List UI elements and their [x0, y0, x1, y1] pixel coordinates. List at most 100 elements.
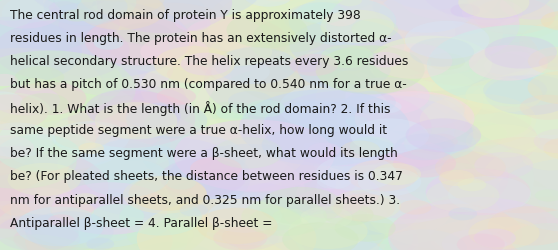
Circle shape	[474, 152, 533, 179]
Circle shape	[511, 223, 558, 250]
Circle shape	[479, 196, 558, 250]
Circle shape	[0, 149, 165, 238]
Circle shape	[290, 20, 405, 72]
Circle shape	[30, 186, 208, 250]
Circle shape	[466, 125, 540, 158]
Circle shape	[53, 104, 192, 166]
Circle shape	[0, 74, 18, 87]
Circle shape	[288, 0, 396, 46]
Circle shape	[352, 191, 450, 235]
Circle shape	[427, 54, 465, 71]
Circle shape	[350, 137, 394, 157]
Circle shape	[0, 205, 64, 250]
Circle shape	[204, 162, 251, 183]
Circle shape	[355, 92, 475, 146]
Circle shape	[0, 175, 38, 217]
Circle shape	[167, 65, 210, 84]
Circle shape	[96, 86, 192, 130]
Circle shape	[59, 12, 120, 39]
Circle shape	[242, 198, 327, 236]
Circle shape	[0, 112, 128, 170]
Circle shape	[458, 0, 530, 19]
Circle shape	[465, 67, 558, 154]
Circle shape	[296, 174, 380, 212]
Circle shape	[0, 142, 185, 231]
Circle shape	[181, 54, 232, 76]
Circle shape	[119, 198, 202, 236]
Circle shape	[215, 48, 297, 85]
Circle shape	[186, 18, 263, 52]
Circle shape	[71, 144, 202, 203]
Circle shape	[228, 92, 272, 112]
Circle shape	[7, 163, 81, 196]
Circle shape	[63, 10, 90, 22]
Circle shape	[127, 220, 194, 250]
Circle shape	[400, 0, 498, 21]
Circle shape	[22, 54, 140, 106]
Circle shape	[126, 104, 181, 129]
Circle shape	[233, 99, 337, 145]
Circle shape	[76, 0, 165, 31]
Circle shape	[252, 35, 310, 61]
Circle shape	[316, 151, 478, 224]
Circle shape	[463, 196, 558, 240]
Circle shape	[175, 124, 278, 170]
Circle shape	[457, 234, 505, 250]
Circle shape	[112, 210, 290, 250]
Circle shape	[374, 44, 453, 80]
Circle shape	[0, 219, 119, 250]
Circle shape	[47, 69, 186, 132]
Circle shape	[131, 242, 217, 250]
Circle shape	[385, 168, 556, 244]
Circle shape	[0, 0, 53, 22]
Circle shape	[454, 122, 507, 146]
Circle shape	[473, 135, 558, 210]
Circle shape	[341, 0, 503, 70]
Circle shape	[353, 88, 450, 132]
Circle shape	[193, 12, 371, 93]
Circle shape	[0, 21, 129, 82]
Circle shape	[262, 101, 374, 152]
Circle shape	[379, 0, 473, 34]
Circle shape	[288, 214, 368, 249]
Circle shape	[367, 172, 540, 250]
Circle shape	[338, 0, 362, 7]
Circle shape	[21, 79, 50, 92]
Circle shape	[25, 208, 172, 250]
Circle shape	[52, 133, 86, 148]
Circle shape	[415, 0, 558, 44]
Circle shape	[105, 228, 242, 250]
Circle shape	[333, 194, 395, 222]
Circle shape	[232, 0, 382, 67]
Circle shape	[0, 86, 60, 116]
Circle shape	[153, 119, 306, 187]
Circle shape	[179, 18, 288, 67]
Circle shape	[263, 91, 432, 166]
Circle shape	[351, 20, 398, 40]
Circle shape	[485, 37, 557, 69]
Circle shape	[0, 235, 97, 250]
Circle shape	[533, 129, 558, 154]
Circle shape	[83, 159, 169, 198]
Circle shape	[244, 0, 292, 8]
Circle shape	[279, 83, 388, 132]
Circle shape	[442, 230, 507, 250]
Circle shape	[62, 100, 230, 175]
Circle shape	[105, 213, 301, 250]
Circle shape	[406, 119, 481, 153]
Circle shape	[86, 238, 114, 250]
Circle shape	[55, 124, 111, 150]
Circle shape	[345, 117, 368, 127]
Circle shape	[325, 13, 357, 27]
Circle shape	[141, 37, 209, 68]
Circle shape	[0, 201, 75, 250]
Circle shape	[85, 18, 193, 66]
Circle shape	[426, 180, 499, 212]
Circle shape	[68, 91, 195, 148]
Circle shape	[402, 41, 479, 76]
Circle shape	[305, 51, 331, 62]
Circle shape	[427, 26, 558, 107]
Circle shape	[321, 46, 373, 69]
Circle shape	[137, 199, 316, 250]
Circle shape	[28, 0, 112, 10]
